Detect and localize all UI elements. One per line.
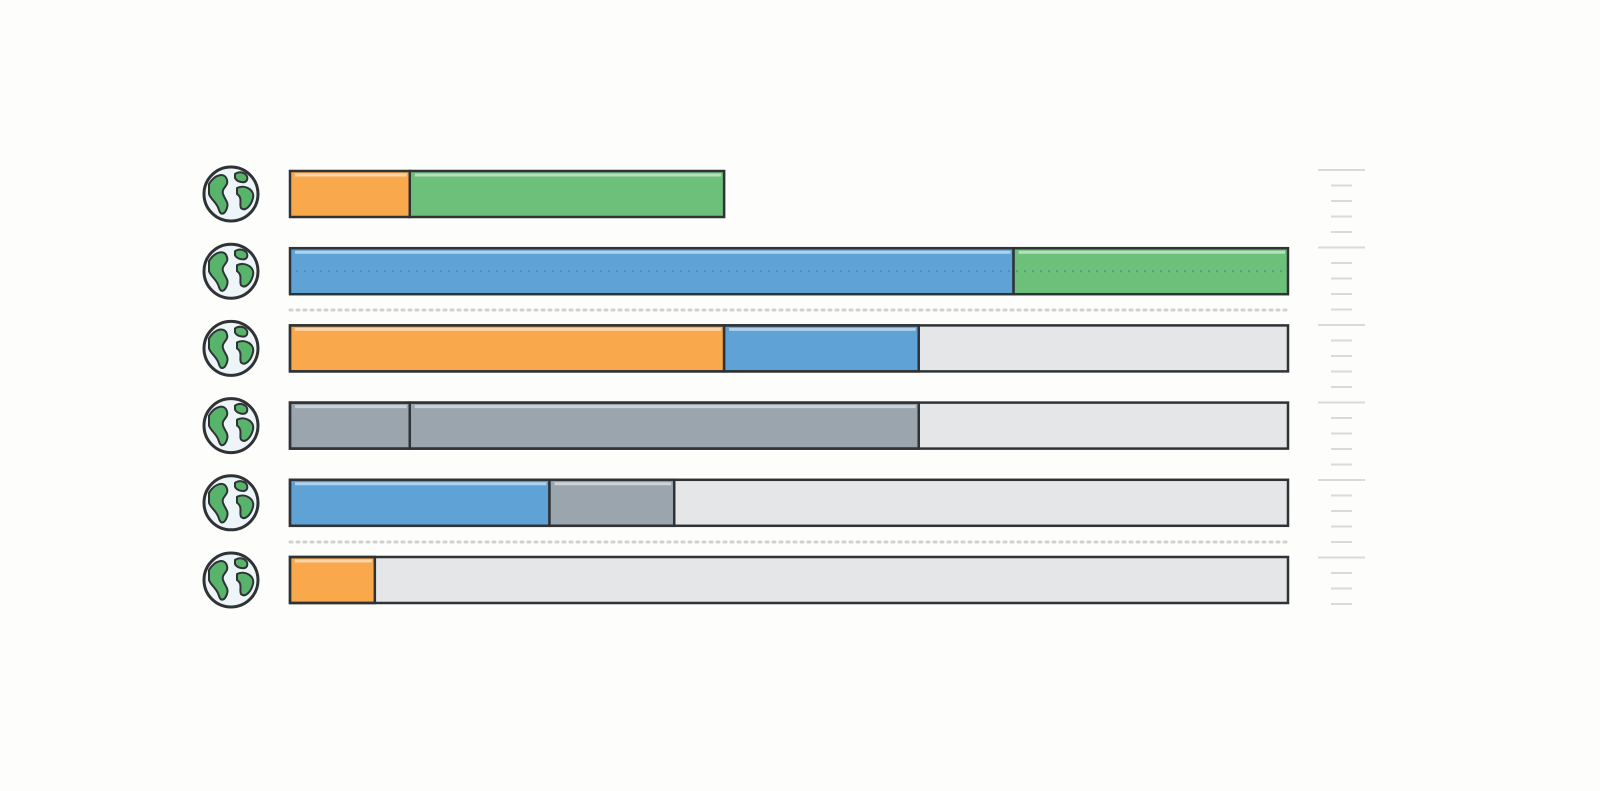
globe-land xyxy=(236,494,255,520)
globe-land xyxy=(234,325,249,338)
globe-land xyxy=(208,560,229,601)
globe-icon xyxy=(202,242,260,300)
bar-segment xyxy=(722,324,920,373)
globe-land xyxy=(236,571,255,597)
bar-segment xyxy=(288,401,412,450)
bar-segment xyxy=(288,169,412,219)
globe-land xyxy=(234,480,249,492)
globe-icon xyxy=(202,319,260,377)
bar-track xyxy=(290,557,1288,603)
bar-segment xyxy=(408,401,920,450)
bar-frame xyxy=(288,324,1290,373)
bar-frame xyxy=(288,401,1290,450)
globe-icon xyxy=(202,474,260,532)
bar-segment xyxy=(548,478,676,528)
globe-icon xyxy=(202,165,260,223)
globe-land xyxy=(234,557,249,570)
bar-segment xyxy=(1012,246,1290,296)
bar-segment xyxy=(288,324,726,373)
globe-land xyxy=(236,185,255,211)
globe-land xyxy=(234,248,249,261)
globe-land xyxy=(236,262,255,288)
bar-segment xyxy=(408,169,726,219)
bar-frame xyxy=(288,478,1290,528)
globe-icon xyxy=(202,551,260,609)
globe-land xyxy=(208,328,229,369)
bar-segment xyxy=(288,246,1015,296)
globe-land xyxy=(234,403,249,415)
globe-land xyxy=(236,340,255,365)
globe-land xyxy=(208,251,229,292)
globe-land xyxy=(236,417,255,442)
bar-segment xyxy=(288,555,377,605)
globe-land xyxy=(208,174,229,215)
globe-land xyxy=(234,171,249,184)
globe-icon xyxy=(202,397,260,455)
bar-segment xyxy=(288,478,551,528)
bar-frame xyxy=(288,555,1290,605)
globe-land xyxy=(208,405,229,447)
globe-land xyxy=(208,482,229,524)
